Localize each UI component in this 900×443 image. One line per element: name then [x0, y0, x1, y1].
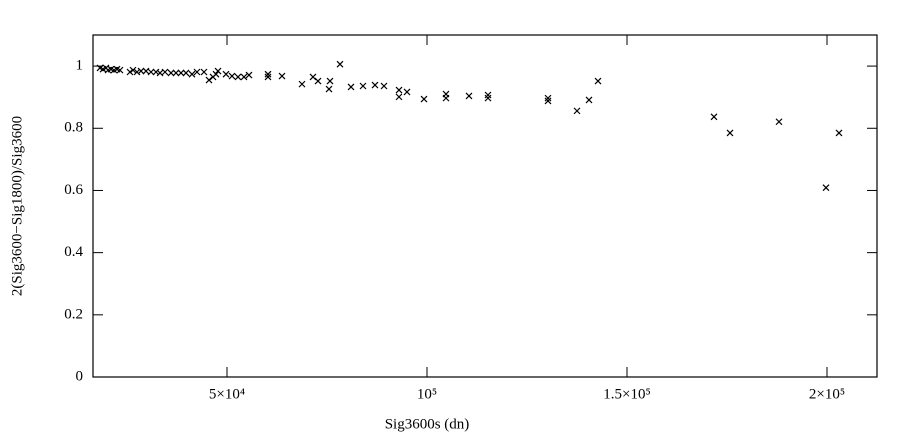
y-tick-label: 0	[76, 368, 84, 384]
x-tick-label: 10⁵	[417, 386, 437, 402]
y-tick-label: 0.4	[64, 244, 83, 260]
point	[442, 94, 450, 102]
y-axis-title: 2(Sig3600−Sig1800)/Sig3600	[9, 116, 25, 296]
point	[222, 70, 230, 78]
plot-frame	[92, 34, 878, 378]
point	[116, 66, 124, 74]
point	[245, 71, 253, 79]
point	[264, 70, 272, 78]
point	[484, 94, 492, 102]
point	[380, 82, 388, 90]
point	[200, 68, 208, 76]
point	[309, 73, 317, 81]
y-tick-label: 0.6	[64, 182, 83, 198]
point	[188, 70, 196, 78]
point	[264, 73, 272, 81]
point	[278, 72, 286, 80]
y-tick-label: 0.2	[64, 306, 83, 322]
point	[544, 97, 552, 105]
point	[167, 69, 175, 77]
point	[326, 77, 334, 85]
point	[336, 60, 344, 68]
point	[129, 66, 137, 74]
point	[420, 95, 428, 103]
point	[484, 91, 492, 99]
point	[594, 77, 602, 85]
point	[177, 69, 185, 77]
point	[152, 68, 160, 76]
point	[182, 69, 190, 77]
point	[137, 67, 145, 75]
point	[212, 70, 220, 78]
point	[395, 93, 403, 101]
point	[205, 76, 213, 84]
point	[193, 68, 201, 76]
y-tick-label: 1	[76, 58, 84, 74]
point	[214, 67, 222, 75]
point	[359, 82, 367, 90]
point	[371, 81, 379, 89]
point	[172, 69, 180, 77]
point	[234, 73, 242, 81]
point	[240, 73, 248, 81]
x-tick-label: 5×10⁴	[209, 386, 245, 402]
point	[835, 129, 843, 137]
point	[347, 83, 355, 91]
point	[726, 129, 734, 137]
point	[161, 68, 169, 76]
point	[403, 88, 411, 96]
point	[775, 118, 783, 126]
point	[710, 113, 718, 121]
x-axis-title: Sig3600s (dn)	[385, 416, 470, 432]
point	[147, 68, 155, 76]
point	[395, 86, 403, 94]
point	[822, 184, 830, 192]
point	[228, 72, 236, 80]
x-tick-label: 2×10⁵	[809, 386, 845, 402]
y-tick-label: 0.8	[64, 120, 83, 136]
point	[298, 80, 306, 88]
point	[126, 68, 134, 76]
point	[325, 85, 333, 93]
point	[465, 92, 473, 100]
point	[585, 96, 593, 104]
x-tick-label: 1.5×10⁵	[603, 386, 650, 402]
point	[314, 77, 322, 85]
point	[573, 107, 581, 115]
point	[133, 68, 141, 76]
point	[544, 94, 552, 102]
